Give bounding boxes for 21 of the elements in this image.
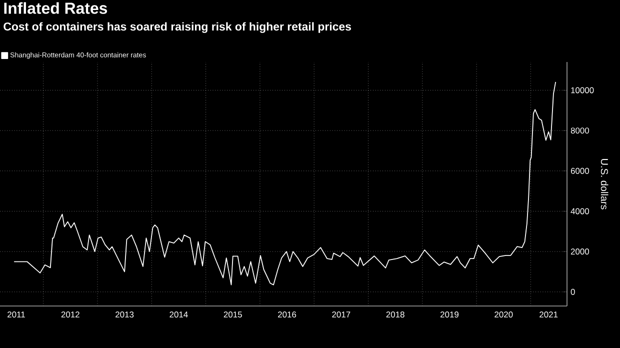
x-tick-label: 2021 — [540, 312, 558, 318]
x-tick-label: 2018 — [386, 312, 404, 318]
y-tick-label: 4000 — [570, 208, 590, 214]
y-tick-label: 10000 — [571, 87, 594, 94]
x-tick-label: 2019 — [440, 312, 459, 318]
chart-subtitle: Cost of containers has soared raising risk of higher retail prices — [4, 22, 351, 33]
y-axis-title: U.S. dollars — [600, 159, 608, 210]
x-tick-label: 2011 — [8, 312, 25, 318]
y-tick-label: 6000 — [570, 168, 590, 174]
x-tick-label: 2015 — [224, 312, 242, 318]
y-tick-label: 0 — [570, 288, 575, 295]
chart-title: Inflated Rates — [4, 2, 108, 14]
line-series — [14, 82, 556, 286]
x-tick-label: 2014 — [170, 312, 188, 318]
x-tick-label: 2013 — [116, 312, 134, 318]
y-tick-label: 8000 — [570, 128, 590, 134]
x-tick-label: 2017 — [332, 312, 350, 318]
y-tick-label: 2000 — [570, 248, 590, 255]
x-tick-label: 2012 — [61, 312, 80, 318]
x-tick-label: 2016 — [278, 312, 296, 318]
x-tick-label: 2020 — [494, 312, 513, 318]
